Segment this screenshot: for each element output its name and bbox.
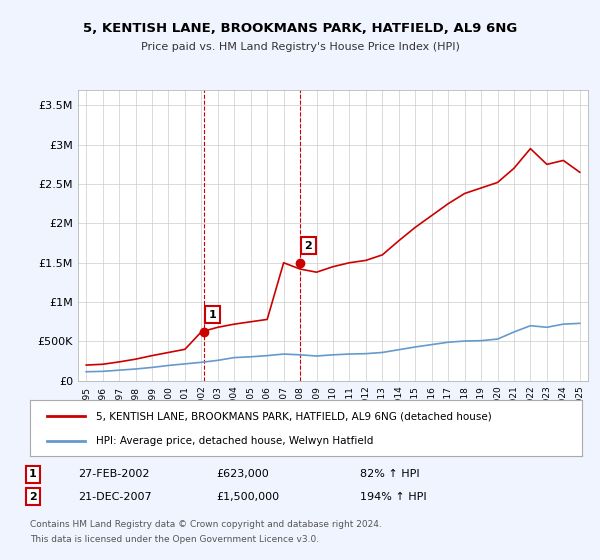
Text: Price paid vs. HM Land Registry's House Price Index (HPI): Price paid vs. HM Land Registry's House …: [140, 42, 460, 52]
Text: 1: 1: [29, 469, 37, 479]
Text: £623,000: £623,000: [216, 469, 269, 479]
Text: 82% ↑ HPI: 82% ↑ HPI: [360, 469, 419, 479]
Text: £1,500,000: £1,500,000: [216, 492, 279, 502]
Text: 5, KENTISH LANE, BROOKMANS PARK, HATFIELD, AL9 6NG: 5, KENTISH LANE, BROOKMANS PARK, HATFIEL…: [83, 22, 517, 35]
Text: 194% ↑ HPI: 194% ↑ HPI: [360, 492, 427, 502]
Text: 1: 1: [209, 310, 217, 320]
Text: 2: 2: [305, 241, 312, 250]
Text: 27-FEB-2002: 27-FEB-2002: [78, 469, 149, 479]
Text: 2: 2: [29, 492, 37, 502]
Text: HPI: Average price, detached house, Welwyn Hatfield: HPI: Average price, detached house, Welw…: [96, 436, 374, 446]
Text: Contains HM Land Registry data © Crown copyright and database right 2024.: Contains HM Land Registry data © Crown c…: [30, 520, 382, 529]
Text: This data is licensed under the Open Government Licence v3.0.: This data is licensed under the Open Gov…: [30, 535, 319, 544]
Text: 21-DEC-2007: 21-DEC-2007: [78, 492, 152, 502]
Text: 5, KENTISH LANE, BROOKMANS PARK, HATFIELD, AL9 6NG (detached house): 5, KENTISH LANE, BROOKMANS PARK, HATFIEL…: [96, 411, 492, 421]
